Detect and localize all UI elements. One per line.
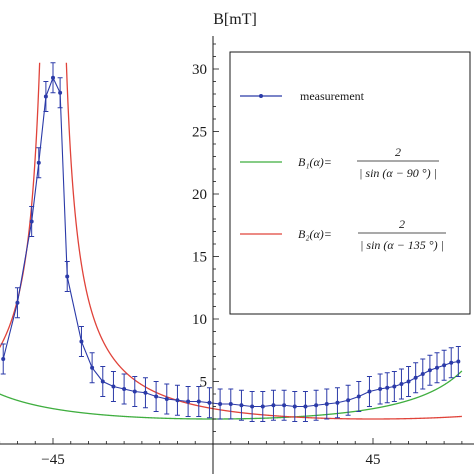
legend-marker-measurement	[259, 94, 263, 98]
y-tick-label: 25	[192, 125, 207, 141]
x-tick-label: −45	[41, 452, 64, 468]
data-point	[218, 402, 223, 406]
data-point	[392, 384, 397, 389]
data-point	[427, 368, 432, 373]
legend-b2-lhs: B₂(α)=	[298, 227, 332, 241]
data-point	[143, 390, 148, 395]
data-point	[367, 389, 372, 394]
data-point	[58, 90, 63, 95]
data-point	[406, 379, 411, 384]
data-point	[15, 300, 20, 305]
data-point	[132, 389, 137, 394]
data-point	[413, 375, 418, 380]
data-point	[100, 379, 105, 384]
series-measurement	[0, 62, 461, 422]
plot-area	[0, 62, 463, 422]
x-tick-label: 45	[366, 452, 381, 468]
data-point	[196, 399, 201, 404]
data-point	[51, 75, 55, 80]
data-point	[122, 387, 127, 391]
y-tick-label: 5	[200, 375, 208, 391]
data-point	[29, 219, 34, 224]
data-point	[324, 402, 329, 406]
data-point	[271, 403, 276, 408]
data-point	[292, 404, 297, 409]
data-point	[378, 387, 383, 391]
axes: −45 45 5 10 15 20 25 30 B[mT]	[0, 11, 474, 474]
data-point	[282, 403, 287, 408]
data-point	[442, 363, 447, 368]
y-tick-label: 20	[192, 187, 207, 203]
data-point	[399, 382, 404, 386]
data-point	[449, 360, 454, 365]
legend-item-b2: B₂(α)= 2 | sin (α − 135 °) |	[240, 217, 446, 252]
curve-b1-segment-0	[0, 370, 463, 420]
data-point	[79, 339, 84, 344]
y-tick-label: 15	[192, 250, 207, 266]
data-point	[90, 365, 95, 370]
data-point	[36, 160, 41, 165]
legend-item-b1: B₁(α)= 2 | sin (α − 90 °) |	[240, 145, 439, 180]
legend-b2-denominator: | sin (α − 135 °) |	[360, 238, 444, 252]
curve-b2-segment-0	[0, 62, 41, 349]
data-point	[43, 94, 48, 99]
data-point	[346, 398, 351, 403]
curve-b2-segment-1	[65, 62, 462, 420]
data-point	[65, 274, 70, 279]
data-point	[164, 397, 169, 401]
data-point	[175, 398, 180, 403]
y-tick-label: 10	[192, 312, 207, 328]
legend-b2-numerator: 2	[399, 217, 405, 231]
data-point	[239, 403, 244, 408]
data-point	[420, 372, 425, 376]
data-point	[456, 359, 461, 364]
data-point	[435, 365, 439, 370]
data-point	[1, 357, 6, 361]
data-point	[385, 385, 390, 390]
y-axis-title: B[mT]	[213, 11, 257, 28]
data-point	[154, 394, 159, 399]
data-point	[111, 384, 116, 389]
legend-b1-lhs: B₁(α)=	[298, 155, 332, 169]
data-point	[303, 404, 308, 409]
y-tick-label: 30	[192, 62, 207, 78]
data-point	[314, 403, 319, 408]
data-point	[335, 400, 340, 405]
data-point	[250, 404, 255, 409]
data-point	[207, 400, 212, 405]
data-point	[186, 399, 191, 404]
legend-b1-numerator: 2	[395, 145, 401, 159]
legend-label-measurement: measurement	[300, 89, 365, 103]
legend-item-measurement: measurement	[240, 89, 365, 103]
data-point	[260, 404, 265, 409]
data-point	[228, 402, 233, 406]
legend-b1-denominator: | sin (α − 90 °) |	[359, 166, 437, 180]
legend: measurement B₁(α)= 2 | sin (α − 90 °) | …	[229, 51, 471, 315]
data-point	[356, 394, 361, 399]
